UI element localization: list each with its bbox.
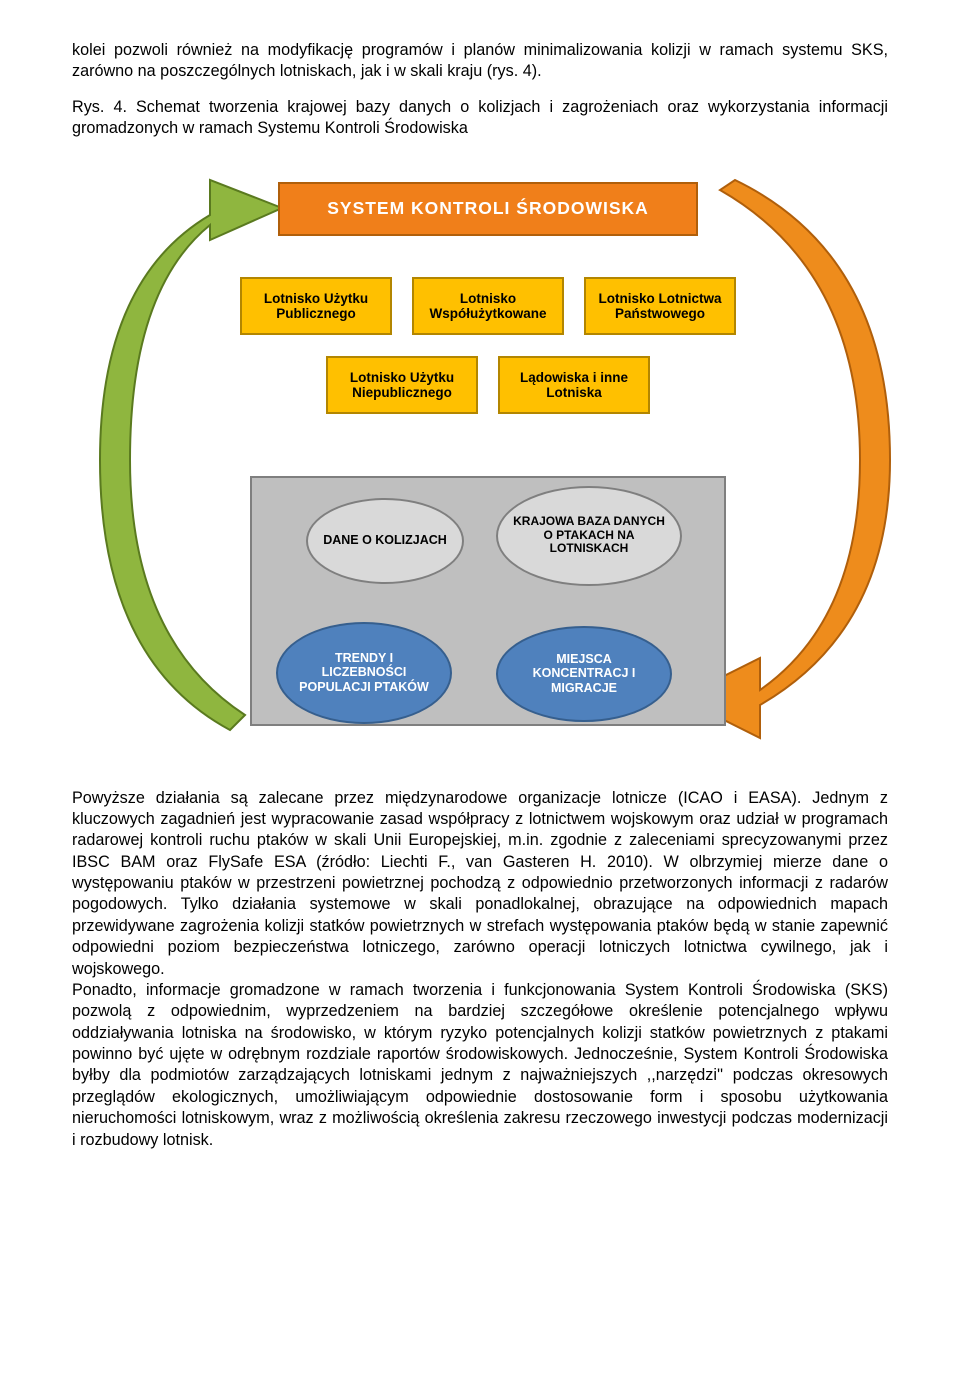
intro-para-2: Rys. 4. Schemat tworzenia krajowej bazy … [72,97,888,140]
ellipse-trends: TRENDY I LICZEBNOŚCI POPULACJI PTAKÓW [276,622,452,724]
ellipse-concentration: MIEJSCA KONCENTRACJ I MIGRACJE [496,626,672,722]
box-other-airfields: Lądowiska i inne Lotniska [498,356,650,414]
diagram-title: SYSTEM KONTROLI ŚRODOWISKA [278,182,698,236]
box-nonpublic-use: Lotnisko Użytku Niepublicznego [326,356,478,414]
body-paragraph-1: Powyższe działania są zalecane przez mię… [72,788,888,980]
ellipse-collision-data: DANE O KOLIZJACH [306,498,464,584]
system-diagram: SYSTEM KONTROLI ŚRODOWISKA Lotnisko Użyt… [80,160,880,760]
box-shared-use: Lotnisko Współużytkowane [412,277,564,335]
box-state-aviation: Lotnisko Lotnictwa Państwowego [584,277,736,335]
intro-para-1: kolei pozwoli również na modyfikację pro… [72,40,888,83]
box-public-use: Lotnisko Użytku Publicznego [240,277,392,335]
body-paragraph-2: Ponadto, informacje gromadzone w ramach … [72,980,888,1151]
ellipse-national-db: KRAJOWA BAZA DANYCH O PTAKACH NA LOTNISK… [496,486,682,586]
